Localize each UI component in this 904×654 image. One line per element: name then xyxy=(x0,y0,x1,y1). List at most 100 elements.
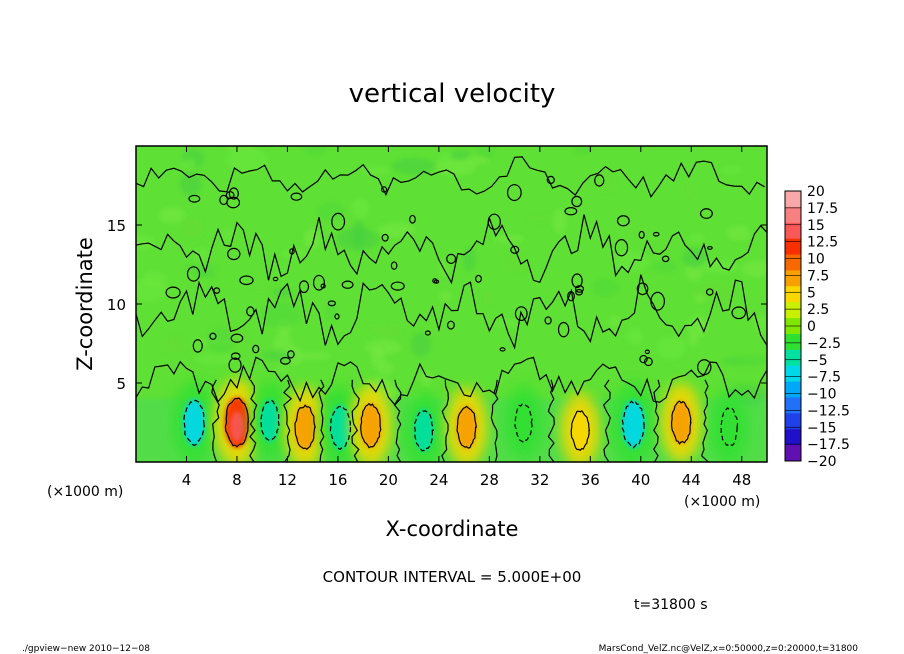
texture-patch xyxy=(351,196,370,219)
colorbar-swatch xyxy=(785,286,801,303)
colorbar-label: 20 xyxy=(807,184,825,200)
colorbar-swatch xyxy=(785,445,801,462)
colorbar: 2017.51512.5107.552.50−2.5−5−7.5−10−12.5… xyxy=(784,184,850,470)
y-tick-label: 15 xyxy=(107,217,126,235)
texture-patch xyxy=(222,228,235,241)
contour-eddy xyxy=(506,184,522,202)
downdraft-cell xyxy=(621,400,645,449)
texture-patch xyxy=(142,270,167,288)
texture-patch xyxy=(754,313,767,333)
x-tick-label: 36 xyxy=(581,471,600,489)
contour-cell-boundary xyxy=(249,379,258,462)
contour-eddy xyxy=(230,352,241,360)
contour-cell-boundary xyxy=(283,379,293,462)
contour-eddy xyxy=(614,239,629,257)
texture-patch xyxy=(591,278,619,297)
texture-patch xyxy=(653,261,677,273)
texture-patch xyxy=(476,146,496,160)
texture-patch xyxy=(682,247,708,268)
contour-eddy xyxy=(186,266,201,282)
texture-patch xyxy=(420,370,433,387)
x-unit-right: (×1000 m) xyxy=(684,494,760,510)
updraft-cell xyxy=(294,404,316,450)
texture-patch xyxy=(392,157,436,175)
contour-eddy xyxy=(320,283,326,289)
texture-patch xyxy=(439,291,452,303)
updraft-cell xyxy=(359,402,382,449)
contour-eddy xyxy=(219,194,229,206)
x-tick-label: 32 xyxy=(530,471,549,489)
contour-cell-boundary xyxy=(318,379,325,462)
contour-eddy xyxy=(636,282,649,296)
colorbar-label: −12.5 xyxy=(807,403,850,419)
contour-negative xyxy=(183,399,205,446)
contour-eddy xyxy=(699,208,713,219)
contour-cell-boundary xyxy=(211,379,220,462)
texture-patch xyxy=(370,347,386,370)
contour-eddy xyxy=(652,231,660,237)
y-tick-label: 10 xyxy=(107,296,126,314)
downdraft-cell xyxy=(329,404,352,450)
contour-eddy xyxy=(594,174,605,187)
downdraft-cell xyxy=(719,407,739,448)
texture-patch xyxy=(694,294,706,304)
contour-negative xyxy=(259,399,280,441)
contour-eddy xyxy=(290,192,303,201)
texture-patch xyxy=(726,225,751,242)
contour-negative xyxy=(514,403,533,443)
colorbar-label: 17.5 xyxy=(807,201,838,217)
contour-eddy xyxy=(390,281,405,291)
y-axis-ticks: 5 10 15 xyxy=(107,217,767,393)
contour-eddy xyxy=(638,230,645,239)
colorbar-label: 0 xyxy=(807,319,816,335)
x-tick-label: 48 xyxy=(732,471,751,489)
downdraft-cell xyxy=(514,402,533,443)
colorbar-swatch xyxy=(785,254,801,271)
colorbar-label: −10 xyxy=(807,387,837,403)
texture-patch xyxy=(688,233,705,244)
texture-patch xyxy=(336,228,380,251)
footer-left: ./gpview−new 2010−12−08 xyxy=(22,644,150,654)
x-tick-label: 40 xyxy=(631,471,650,489)
x-axis-ticks: 4 8 12 16 20 24 28 32 36 40 44 48 xyxy=(182,146,751,489)
contour-eddy xyxy=(557,321,570,338)
texture-patch xyxy=(552,208,568,235)
texture-patch xyxy=(193,271,217,278)
colorbar-swatch xyxy=(785,429,801,446)
texture-patch xyxy=(724,355,767,366)
texture-patch xyxy=(687,316,709,337)
contour-eddy xyxy=(707,245,713,250)
colorbar-label: 15 xyxy=(807,218,825,234)
x-axis-label: X-coordinate xyxy=(386,517,519,541)
texture-patch xyxy=(299,352,332,360)
contour-negative xyxy=(720,406,739,447)
contour-eddy xyxy=(487,213,501,231)
contour-eddy xyxy=(188,194,201,203)
contour-eddy xyxy=(225,191,235,200)
contour-eddy xyxy=(239,275,254,286)
x-tick-label: 4 xyxy=(182,471,192,489)
texture-patch xyxy=(493,319,519,328)
contour-positive xyxy=(570,409,590,452)
colorbar-swatch xyxy=(785,191,801,208)
texture-patch xyxy=(741,259,767,278)
contour-zero-lower xyxy=(136,356,767,406)
texture-patch xyxy=(261,302,302,328)
contour-eddy xyxy=(571,195,583,208)
texture-patch xyxy=(683,179,692,203)
contour-eddy xyxy=(571,273,583,289)
contour-eddy xyxy=(564,206,578,216)
texture-patch xyxy=(595,170,614,193)
velocity-cells xyxy=(172,378,749,462)
contour-eddy xyxy=(514,306,528,322)
updraft-cell xyxy=(670,400,692,445)
colorbar-label: 2.5 xyxy=(807,302,829,318)
contour-cell-boundary xyxy=(700,379,709,462)
texture-patch xyxy=(464,155,490,165)
colorbar-label: 12.5 xyxy=(807,235,838,251)
contour-eddy xyxy=(446,320,455,330)
colorbar-swatch xyxy=(785,413,801,430)
texture-patch xyxy=(273,365,289,373)
texture-patch xyxy=(194,353,236,365)
contour-eddy xyxy=(289,248,295,255)
